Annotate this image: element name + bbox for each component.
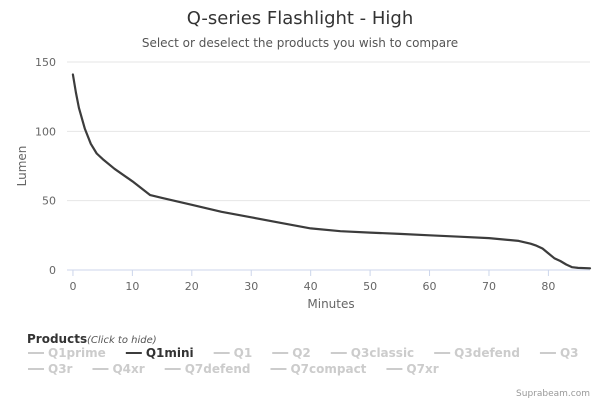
- legend-label: Q4xr: [112, 362, 144, 376]
- x-tick-label: 30: [244, 280, 258, 293]
- chart-title: Q-series Flashlight - High: [187, 8, 414, 29]
- x-tick-label: 10: [125, 280, 139, 293]
- legend-label: Q2: [292, 346, 311, 360]
- legend-label: Q3classic: [351, 346, 414, 360]
- x-tick-label: 70: [482, 280, 496, 293]
- legend-item-q3r[interactable]: Q3r: [28, 362, 73, 376]
- y-axis: 0 50 100 150: [35, 56, 56, 277]
- credits-link[interactable]: Suprabeam.com: [516, 389, 590, 399]
- x-tick-label: 80: [541, 280, 555, 293]
- x-tick-label: 20: [185, 280, 199, 293]
- y-tick-label: 0: [49, 264, 56, 277]
- legend-item-q1mini[interactable]: Q1mini: [125, 346, 194, 360]
- x-tick-label: 50: [363, 280, 377, 293]
- legend-label: Q3defend: [454, 346, 520, 360]
- y-axis-title: Lumen: [15, 146, 29, 187]
- x-tick-label: 0: [69, 280, 76, 293]
- legend-item-q1prime[interactable]: Q1prime: [28, 346, 106, 360]
- legend-hint: (Click to hide): [87, 335, 157, 346]
- y-tick-label: 100: [35, 125, 56, 138]
- legend-label: Q3r: [48, 362, 73, 376]
- grid: [67, 61, 590, 202]
- legend-title: Products: [27, 332, 87, 346]
- x-axis: 0 10 20 30 40 50 60 70 80: [67, 269, 590, 293]
- legend-item-q3[interactable]: Q3: [539, 346, 579, 360]
- y-tick-label: 150: [35, 56, 56, 69]
- legend-item-q7xr[interactable]: Q7xr: [386, 362, 439, 376]
- series-layer: [71, 73, 592, 270]
- x-tick-label: 40: [304, 280, 318, 293]
- legend-item-q3classic[interactable]: Q3classic: [330, 346, 414, 360]
- legend-label: Q7defend: [185, 362, 251, 376]
- legend-label: Q7xr: [406, 362, 438, 376]
- chart-subtitle: Select or deselect the products you wish…: [142, 36, 458, 50]
- legend-item-q3defend[interactable]: Q3defend: [434, 346, 520, 360]
- legend-label: Q3: [560, 346, 579, 360]
- legend-label: Q1mini: [146, 346, 194, 360]
- x-tick-label: 60: [423, 280, 437, 293]
- legend-label: Q7compact: [290, 362, 366, 376]
- legend-item-q2[interactable]: Q2: [272, 346, 311, 360]
- legend-item-q1[interactable]: Q1: [213, 346, 253, 360]
- legend-label: Q1prime: [48, 346, 106, 360]
- legend: Products (Click to hide) Q1prime Q1mini Q1…: [27, 332, 579, 376]
- y-tick-label: 50: [42, 195, 56, 208]
- legend-item-q7defend[interactable]: Q7defend: [164, 362, 251, 376]
- legend-item-q7compact[interactable]: Q7compact: [270, 362, 367, 376]
- legend-label: Q1: [234, 346, 253, 360]
- series-line-q1mini[interactable]: [71, 73, 592, 270]
- x-axis-title: Minutes: [307, 297, 354, 311]
- legend-item-q4xr[interactable]: Q4xr: [92, 362, 145, 376]
